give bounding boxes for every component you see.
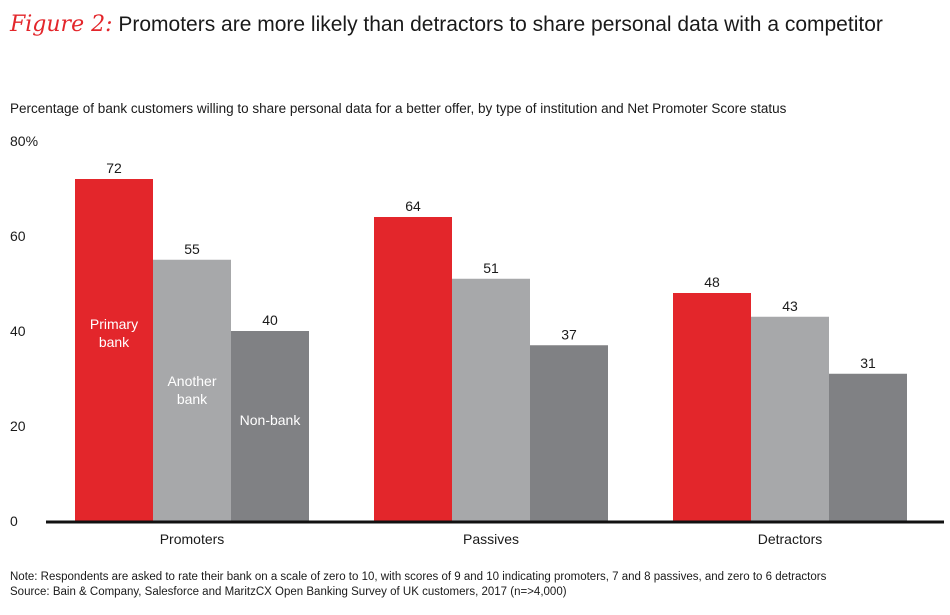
bar-chart: 0 20 40 60 80% 72 64 48 55 51 43 40 37 31 Primary bank A… [10,133,944,547]
bar-value-label: 40 [262,312,278,328]
series-label: Non-bank [240,412,302,428]
bar [452,278,530,521]
bar-value-label: 48 [704,274,720,290]
bar-value-label: 31 [860,355,876,371]
bar [751,316,829,521]
bar-value-label: 55 [184,241,200,257]
bar [374,217,452,521]
y-tick-label: 20 [10,418,26,434]
bar-value-label: 51 [483,260,499,276]
bar [75,179,153,521]
y-tick-label: 40 [10,323,26,339]
bar-value-label: 72 [106,160,122,176]
y-tick-label: 80% [10,133,38,149]
bar [673,293,751,521]
source-text: Source: Bain & Company, Salesforce and M… [10,586,567,598]
bar [231,331,309,521]
series-label: Another [167,373,216,389]
series-label: Primary [90,316,138,332]
series-label: bank [177,391,208,407]
y-tick-label: 60 [10,228,26,244]
footnotes: Note: Respondents are asked to rate thei… [10,570,826,600]
bar [530,345,608,521]
figure-label: Figure 2: [10,12,113,37]
bar-value-label: 43 [782,298,798,314]
note-text: Note: Respondents are asked to rate thei… [10,571,827,583]
chart-title: Figure 2: Promoters are more likely than… [10,12,883,37]
y-tick-label: 0 [10,513,18,529]
x-category-label: Passives [463,531,519,547]
bar [153,259,231,521]
bar [829,373,907,521]
x-category-label: Promoters [160,531,225,547]
bar-value-label: 37 [561,326,577,342]
bar-value-label: 64 [405,198,421,214]
chart-subtitle: Percentage of bank customers willing to … [10,101,787,116]
title-text: Promoters are more likely than detractor… [118,13,883,36]
x-category-label: Detractors [758,531,823,547]
series-label: bank [99,334,130,350]
